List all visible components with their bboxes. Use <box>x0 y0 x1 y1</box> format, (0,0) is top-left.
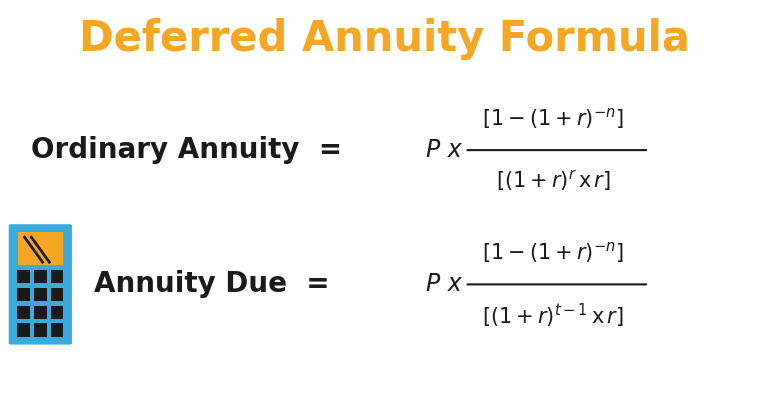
Bar <box>34 324 47 337</box>
Bar <box>51 270 63 283</box>
Text: P x: P x <box>426 138 462 162</box>
Bar <box>51 324 63 337</box>
Bar <box>18 288 30 301</box>
Text: $[1-(1+r)^{-n}]$: $[1-(1+r)^{-n}]$ <box>482 240 624 265</box>
Text: Annuity Due  =: Annuity Due = <box>94 271 329 298</box>
Text: $[(1+r)^{r}\mathrm{\,x\,}r]$: $[(1+r)^{r}\mathrm{\,x\,}r]$ <box>495 169 611 194</box>
Bar <box>18 232 63 265</box>
Bar <box>34 270 47 283</box>
Bar <box>34 306 47 319</box>
Text: P x: P x <box>426 273 462 296</box>
FancyBboxPatch shape <box>8 223 73 346</box>
Bar <box>18 270 30 283</box>
Bar <box>51 288 63 301</box>
Bar <box>18 306 30 319</box>
Text: Ordinary Annuity  =: Ordinary Annuity = <box>31 136 342 164</box>
Bar <box>51 306 63 319</box>
Text: $[(1+r)^{t-1}\mathrm{\,x\,}r]$: $[(1+r)^{t-1}\mathrm{\,x\,}r]$ <box>482 302 624 330</box>
Bar <box>18 324 30 337</box>
Bar <box>34 288 47 301</box>
Text: Deferred Annuity Formula: Deferred Annuity Formula <box>78 19 690 60</box>
Text: $[1-(1+r)^{-n}]$: $[1-(1+r)^{-n}]$ <box>482 106 624 131</box>
